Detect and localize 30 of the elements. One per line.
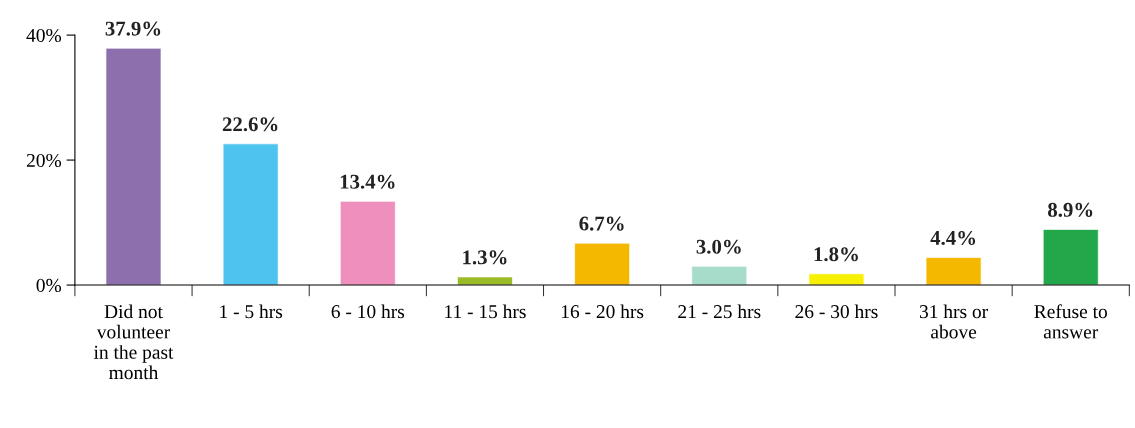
- y-tick-label: 40%: [26, 28, 62, 43]
- bar: [339, 200, 396, 286]
- x-tick-label: 16 - 20 hrs: [561, 304, 644, 319]
- x-tick-label: Refuse to answer: [1034, 304, 1107, 339]
- x-tick-label: 21 - 25 hrs: [678, 304, 761, 319]
- data-label: 13.4%: [340, 174, 395, 189]
- x-tick-label: 31 hrs or above: [919, 304, 988, 339]
- x-tick-label: 26 - 30 hrs: [795, 304, 878, 319]
- bar: [222, 143, 279, 286]
- x-tick-label: Did not volunteer in the past month: [93, 304, 174, 380]
- data-label: 22.6%: [222, 117, 278, 132]
- bar: [808, 273, 865, 286]
- data-label: 1.3%: [463, 250, 507, 265]
- data-label: 6.7%: [579, 216, 624, 231]
- bar: [457, 276, 513, 286]
- y-tick-label: 20%: [26, 153, 62, 168]
- x-tick-label: 11 - 15 hrs: [445, 304, 526, 319]
- data-label: 8.9%: [1048, 202, 1093, 217]
- x-tick-label: 1 - 5 hrs: [220, 304, 283, 319]
- data-label: 37.9%: [105, 21, 161, 36]
- data-label: 4.4%: [930, 230, 976, 246]
- y-tick-label: 0%: [36, 278, 62, 293]
- bar: [1042, 229, 1099, 286]
- bar: [574, 242, 630, 286]
- bar: [925, 257, 982, 286]
- data-label: 3.0%: [696, 239, 741, 254]
- bar: [105, 47, 162, 286]
- x-tick-label: 6 - 10 hrs: [331, 304, 405, 319]
- bar: [691, 265, 748, 286]
- data-label: 1.8%: [814, 247, 858, 262]
